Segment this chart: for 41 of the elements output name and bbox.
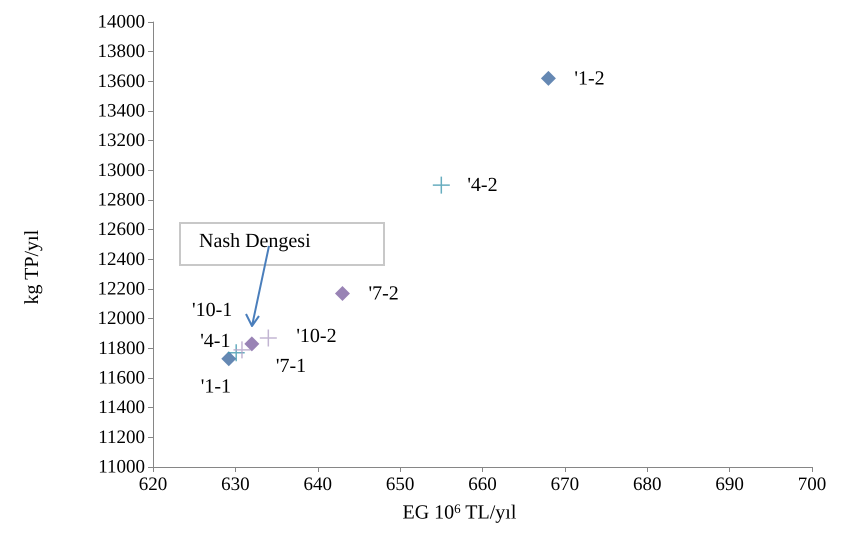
- point: [334, 286, 350, 301]
- point: [432, 176, 451, 194]
- y-tick-label: 13600: [98, 70, 145, 92]
- x-tick-label: 650: [386, 474, 414, 495]
- point: [259, 328, 278, 348]
- y-tick-label: 12000: [98, 308, 145, 330]
- annotation: '10-2: [296, 324, 337, 347]
- x-tick-label: 690: [715, 474, 744, 495]
- y-tick-label: 13000: [98, 160, 145, 181]
- y-tick-label: 12200: [98, 278, 145, 300]
- y-tick-label: 13400: [98, 100, 145, 122]
- annotation: '7-2: [368, 282, 399, 304]
- x-tick-label: 630: [221, 474, 250, 495]
- x-tick-label: 680: [633, 474, 662, 495]
- y-tick-label: 12600: [98, 219, 145, 240]
- callout-box: Nash Dengesi: [179, 222, 385, 266]
- x-tick-label: 640: [304, 474, 332, 495]
- annotation: '1-1: [200, 376, 232, 398]
- point: [221, 351, 236, 366]
- annotation: '4-1: [200, 330, 230, 352]
- point: [244, 336, 260, 352]
- y-tick-label: 12800: [98, 190, 145, 210]
- point: [232, 340, 252, 360]
- x-tick-label: 670: [550, 474, 580, 495]
- y-tick-label: 11600: [98, 368, 145, 388]
- annotation: '7-1: [276, 354, 306, 377]
- y-tick-label: 11200: [98, 426, 145, 448]
- y-tick-label: 11800: [98, 338, 145, 359]
- annotation: '10-1: [192, 298, 232, 321]
- annotation: '4-2: [467, 174, 498, 196]
- y-tick-label: 12400: [98, 248, 145, 270]
- annotation: Nash Dengesi: [199, 230, 311, 252]
- annotation: '1-2: [574, 67, 605, 90]
- x-tick-label: 660: [468, 474, 497, 495]
- point: [540, 70, 556, 86]
- y-tick-label: 13800: [98, 41, 145, 62]
- y-tick-label: 11400: [98, 397, 145, 418]
- y-tick-label: 13200: [98, 130, 145, 152]
- x-tick-label: 700: [798, 474, 826, 495]
- y-axis-title: kg TP/yıl: [21, 229, 43, 304]
- y-tick-label: 14000: [98, 12, 145, 32]
